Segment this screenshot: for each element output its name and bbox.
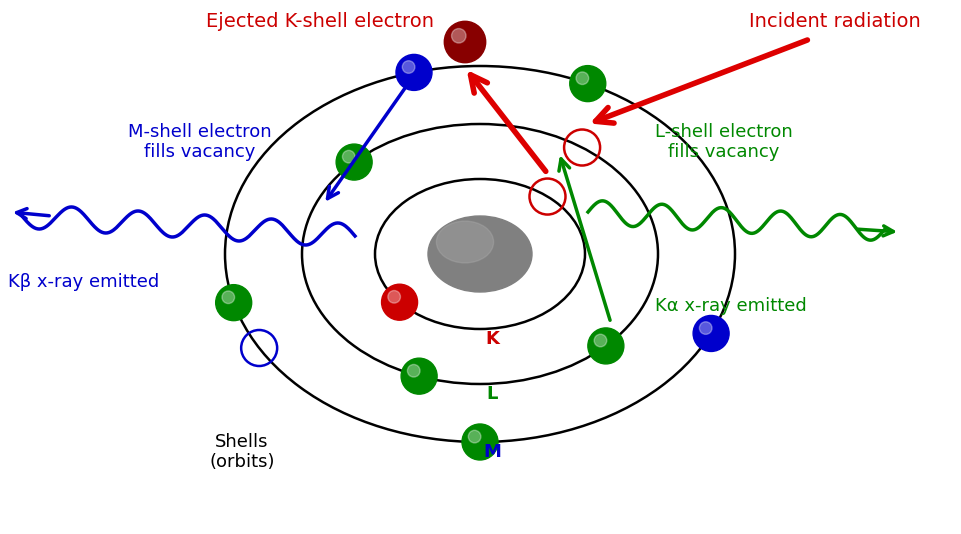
Circle shape [401, 358, 436, 394]
Circle shape [594, 334, 606, 347]
Circle shape [342, 151, 355, 163]
Circle shape [587, 328, 624, 364]
Text: M: M [482, 443, 501, 461]
Text: Kα x-ray emitted: Kα x-ray emitted [654, 297, 806, 315]
Circle shape [222, 291, 234, 303]
Text: M-shell electron
fills vacancy: M-shell electron fills vacancy [128, 123, 272, 161]
Ellipse shape [436, 221, 493, 263]
Text: Ejected K-shell electron: Ejected K-shell electron [206, 12, 433, 31]
Circle shape [444, 21, 485, 62]
Text: L-shell electron
fills vacancy: L-shell electron fills vacancy [654, 123, 792, 161]
Text: L: L [486, 385, 497, 403]
Circle shape [382, 284, 417, 320]
Text: Kβ x-ray emitted: Kβ x-ray emitted [8, 273, 160, 291]
Circle shape [461, 424, 498, 460]
Circle shape [215, 285, 252, 320]
Circle shape [396, 54, 431, 90]
Circle shape [335, 144, 372, 180]
Circle shape [576, 72, 588, 84]
Text: Incident radiation: Incident radiation [749, 12, 920, 31]
Circle shape [692, 316, 728, 351]
Circle shape [407, 365, 420, 377]
Circle shape [402, 61, 414, 73]
Circle shape [387, 290, 400, 303]
Circle shape [699, 322, 711, 334]
Circle shape [451, 28, 465, 43]
Ellipse shape [428, 216, 531, 292]
Text: K: K [484, 330, 499, 348]
Circle shape [468, 430, 480, 443]
Circle shape [569, 66, 605, 101]
Text: Shells
(orbits): Shells (orbits) [209, 433, 275, 472]
